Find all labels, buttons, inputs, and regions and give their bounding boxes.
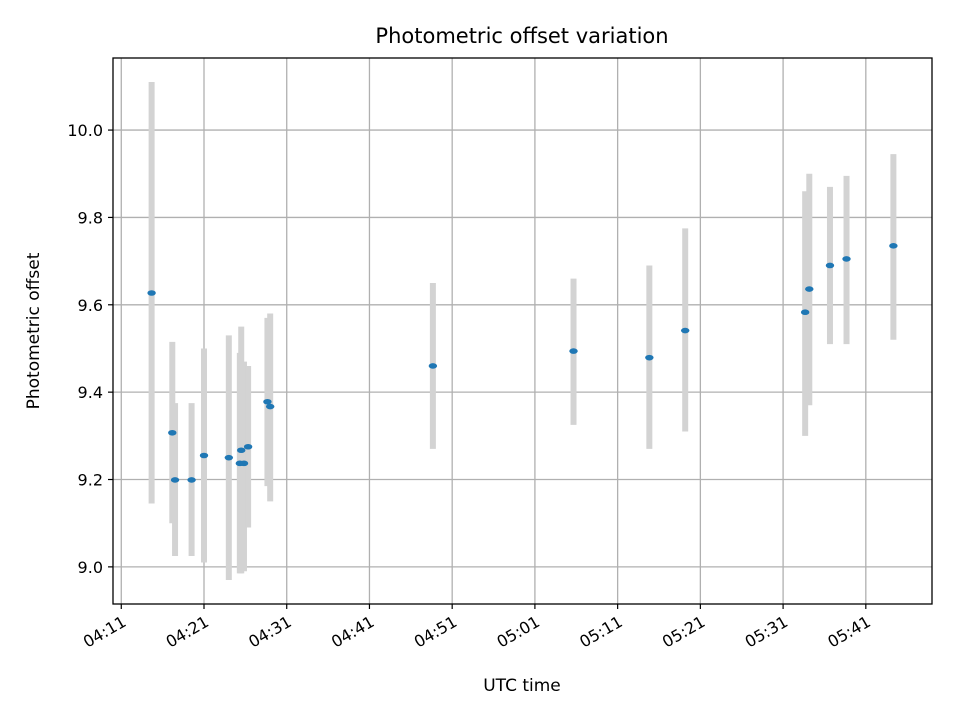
x-tick-label: 05:11: [576, 612, 625, 652]
data-point: [224, 454, 234, 461]
tick-layer: 04:11 04:21 04:31 04:41 04:51 05:01 05:11 05:21…: [67, 121, 873, 651]
y-tick-label: 9.0: [78, 558, 103, 577]
x-tick-label: 05:41: [824, 612, 873, 652]
y-tick-label: 9.6: [78, 296, 103, 315]
x-tick-label: 04:51: [411, 612, 460, 652]
data-point: [147, 290, 156, 296]
errorbar-layer: [148, 82, 897, 580]
data-point: [825, 262, 835, 269]
y-tick-label: 9.8: [78, 208, 103, 227]
data-point: [263, 398, 272, 405]
data-point: [199, 452, 209, 459]
data-point: [187, 477, 196, 483]
chart-title: Photometric offset variation: [375, 24, 668, 48]
data-point: [569, 348, 578, 354]
data-point: [170, 477, 180, 483]
data-point: [842, 256, 851, 262]
data-point: [645, 354, 654, 361]
plot-frame: [112, 57, 933, 605]
y-tick-label: 10.0: [67, 121, 103, 140]
data-point: [239, 460, 249, 467]
data-point: [237, 447, 246, 454]
data-point: [428, 363, 438, 369]
x-tick-label: 05:21: [659, 612, 708, 652]
data-point: [168, 429, 177, 436]
x-tick-label: 04:11: [80, 612, 129, 652]
data-point: [243, 443, 253, 450]
data-point: [805, 286, 814, 292]
x-tick-label: 05:01: [493, 612, 542, 652]
y-tick-label: 9.4: [78, 383, 103, 402]
x-tick-label: 04:31: [245, 612, 294, 652]
data-point: [800, 309, 810, 316]
x-tick-label: 05:31: [742, 612, 791, 652]
x-axis-label: UTC time: [483, 676, 561, 696]
data-point: [680, 327, 690, 334]
y-tick-label: 9.2: [78, 471, 103, 490]
point-layer: [147, 243, 898, 483]
data-point: [889, 243, 898, 249]
y-axis-label: Photometric offset: [24, 252, 44, 409]
x-tick-label: 04:21: [163, 612, 212, 652]
x-tick-label: 04:41: [328, 612, 377, 652]
data-point: [265, 403, 275, 410]
